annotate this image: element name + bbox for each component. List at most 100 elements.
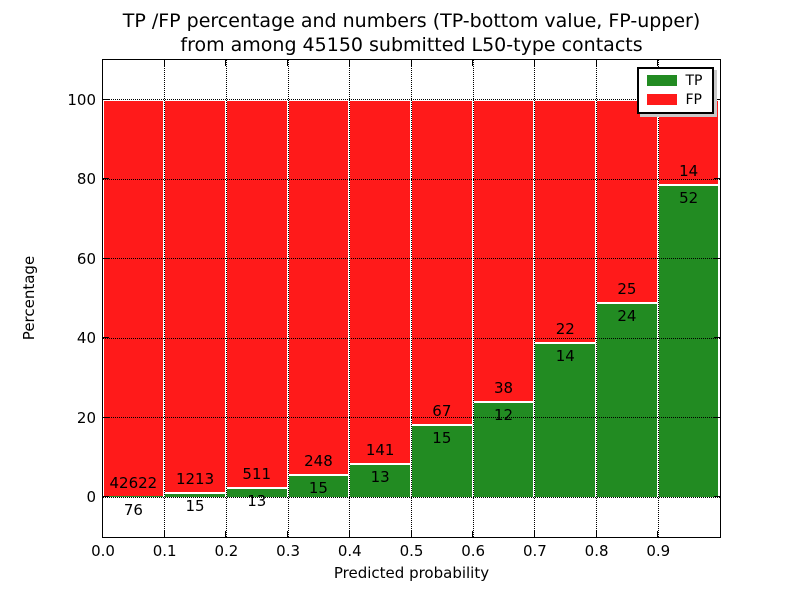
- bar-tp-segment: [596, 302, 658, 497]
- vertical-gridline: [164, 59, 166, 537]
- x-tick-label: 0.9: [646, 542, 671, 560]
- fp-count-label: 511: [242, 464, 272, 483]
- chart-title-line1: TP /FP percentage and numbers (TP-bottom…: [122, 10, 701, 32]
- fp-count-label: 22: [555, 320, 575, 339]
- x-tick-label: 0.8: [584, 542, 609, 560]
- legend-item-fp: FP: [646, 91, 703, 108]
- horizontal-gridline: [102, 99, 720, 101]
- vertical-gridline: [287, 59, 289, 537]
- y-tick-right: [713, 257, 720, 259]
- x-tick-label: 0.5: [399, 542, 424, 560]
- vertical-gridline: [225, 59, 227, 537]
- vertical-gridline: [596, 59, 598, 537]
- legend-swatch-fp: [646, 94, 677, 105]
- x-axis-label: Predicted probability: [333, 564, 490, 582]
- vertical-gridline: [411, 59, 412, 537]
- x-tick-top: [657, 59, 659, 66]
- bar-tp-segment: [411, 424, 473, 497]
- y-tick-right: [713, 496, 720, 498]
- y-tick-left: [102, 416, 109, 418]
- bar-fp-segment: [164, 99, 226, 492]
- x-tick-top: [595, 59, 597, 66]
- x-tick-label: 0.7: [522, 542, 547, 560]
- x-tick-bottom: [225, 530, 227, 537]
- x-tick-top: [163, 59, 165, 66]
- horizontal-gridline: [102, 178, 720, 180]
- chart-title-line2: from among 45150 submitted L50-type cont…: [180, 34, 643, 56]
- x-tick-label: 0.4: [337, 542, 362, 560]
- x-tick-bottom: [533, 530, 535, 537]
- legend: TP FP: [636, 66, 714, 114]
- x-tick-bottom: [163, 530, 165, 537]
- tp-count-label: 52: [679, 188, 699, 207]
- x-tick-bottom: [472, 530, 474, 537]
- y-tick-left: [102, 98, 109, 100]
- fp-count-label: 42622: [109, 474, 158, 493]
- tp-count-label: 12: [494, 406, 514, 425]
- y-tick-label: 80: [76, 170, 96, 189]
- fp-count-label: 248: [304, 452, 333, 471]
- y-tick-right: [713, 416, 720, 418]
- tp-count-label: 13: [247, 491, 267, 510]
- x-tick-top: [533, 59, 535, 66]
- tp-count-label: 15: [432, 429, 452, 448]
- bar-tp-segment: [349, 463, 411, 497]
- tp-count-label: 14: [555, 347, 575, 366]
- tp-count-label: 24: [617, 307, 637, 326]
- fp-count-label: 38: [494, 379, 514, 398]
- x-tick-top: [348, 59, 350, 66]
- bar-fp-segment: [596, 99, 658, 303]
- legend-item-tp: TP: [646, 72, 703, 89]
- x-tick-bottom: [410, 530, 412, 537]
- chart-title: TP /FP percentage and numbers (TP-bottom…: [103, 9, 720, 57]
- fp-count-label: 141: [365, 441, 395, 460]
- bar-tp-segment: [657, 183, 720, 497]
- y-tick-right: [713, 178, 720, 180]
- x-tick-top: [472, 59, 474, 66]
- bar-fp-segment: [102, 99, 165, 497]
- vertical-gridline: [349, 59, 351, 537]
- x-tick-label: 0.0: [91, 542, 115, 560]
- y-tick-left: [102, 257, 109, 259]
- fp-count-label: 67: [432, 402, 452, 421]
- x-tick-bottom: [287, 530, 289, 537]
- y-tick-label: 60: [76, 249, 96, 268]
- tp-count-label: 15: [185, 496, 205, 515]
- y-tick-label: 40: [76, 329, 96, 348]
- tp-count-label: 76: [123, 501, 143, 520]
- plot-area: 42622 76 1213 15 511 13 248 15 141 13 67 15 38 12 22 14…: [101, 58, 721, 538]
- tp-count-label: 13: [370, 468, 390, 487]
- vertical-gridline: [534, 59, 536, 537]
- x-tick-label: 0.1: [152, 542, 177, 560]
- legend-label-fp: FP: [685, 91, 703, 108]
- y-tick-right: [713, 337, 720, 339]
- horizontal-gridline: [102, 417, 720, 419]
- fp-count-label: 1213: [175, 469, 215, 488]
- x-tick-bottom: [595, 530, 597, 537]
- fp-count-label: 25: [617, 280, 637, 299]
- x-tick-label: 0.3: [276, 542, 301, 560]
- fp-count-label: 14: [679, 161, 699, 180]
- horizontal-gridline: [102, 258, 720, 260]
- tp-count-label: 15: [308, 479, 328, 498]
- y-tick-right: [713, 98, 720, 100]
- bar-tp-segment: [534, 342, 597, 497]
- x-tick-top: [225, 59, 227, 66]
- bar-fp-segment: [349, 99, 411, 464]
- x-tick-top: [287, 59, 289, 66]
- x-tick-label: 0.2: [214, 542, 239, 560]
- horizontal-gridline: [102, 337, 720, 339]
- y-tick-label: 20: [76, 408, 96, 427]
- y-axis-label: Percentage: [20, 255, 38, 341]
- y-tick-left: [102, 178, 109, 180]
- bar-fp-segment: [411, 99, 473, 425]
- y-tick-left: [102, 496, 109, 498]
- bar-fp-segment: [534, 99, 597, 343]
- y-tick-left: [102, 337, 109, 339]
- legend-swatch-tp: [646, 75, 677, 86]
- vertical-gridline: [472, 59, 474, 537]
- x-tick-bottom: [657, 530, 659, 537]
- y-tick-label: 0: [86, 488, 96, 507]
- legend-label-tp: TP: [685, 72, 703, 89]
